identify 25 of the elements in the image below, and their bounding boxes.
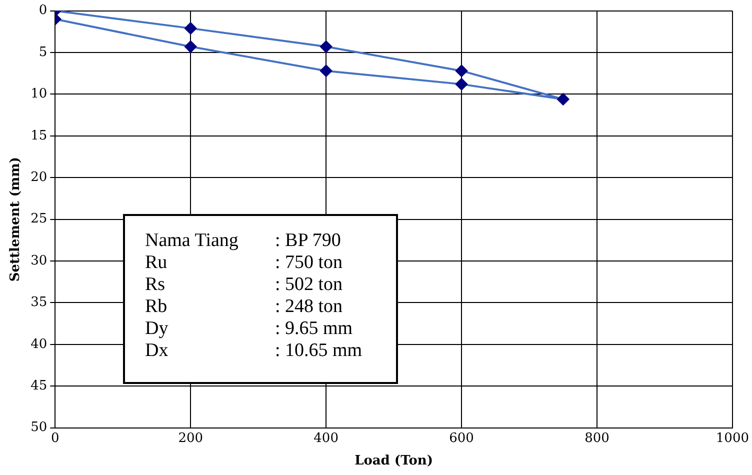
y-tick-label: 0: [38, 3, 48, 18]
y-tick-label: 40: [30, 336, 48, 352]
y-tick-label: 45: [30, 378, 48, 394]
y-tick-label: 20: [30, 170, 48, 185]
y-axis-title: Settlement (mm): [8, 156, 24, 282]
text: Rs : 502 ton: [145, 274, 343, 295]
y-tick-label: 10: [30, 86, 48, 102]
y-tick-label: 15: [30, 128, 48, 144]
x-tick-label: 400: [314, 430, 338, 446]
y-tick-label: 35: [30, 295, 48, 310]
text: Ru : 750 ton: [145, 252, 343, 273]
text: Nama Tiang : BP 790: [145, 230, 341, 251]
x-tick-label: 1000: [716, 430, 750, 446]
x-axis-title: Load (Ton): [354, 454, 434, 469]
x-tick-label: 200: [178, 430, 204, 446]
y-tick-label: 5: [38, 44, 48, 60]
text: Dy : 9.65 mm: [145, 318, 353, 339]
x-tick-label: 0: [51, 430, 60, 446]
x-tick-label: 600: [449, 430, 474, 446]
x-tick-label: 800: [584, 430, 610, 446]
y-tick-label: 30: [30, 253, 48, 268]
y-tick-label: 50: [30, 420, 48, 436]
y-tick-label: 25: [30, 212, 48, 227]
text: Rb : 248 ton: [145, 296, 343, 317]
text: Dx : 10.65 mm: [145, 340, 362, 361]
